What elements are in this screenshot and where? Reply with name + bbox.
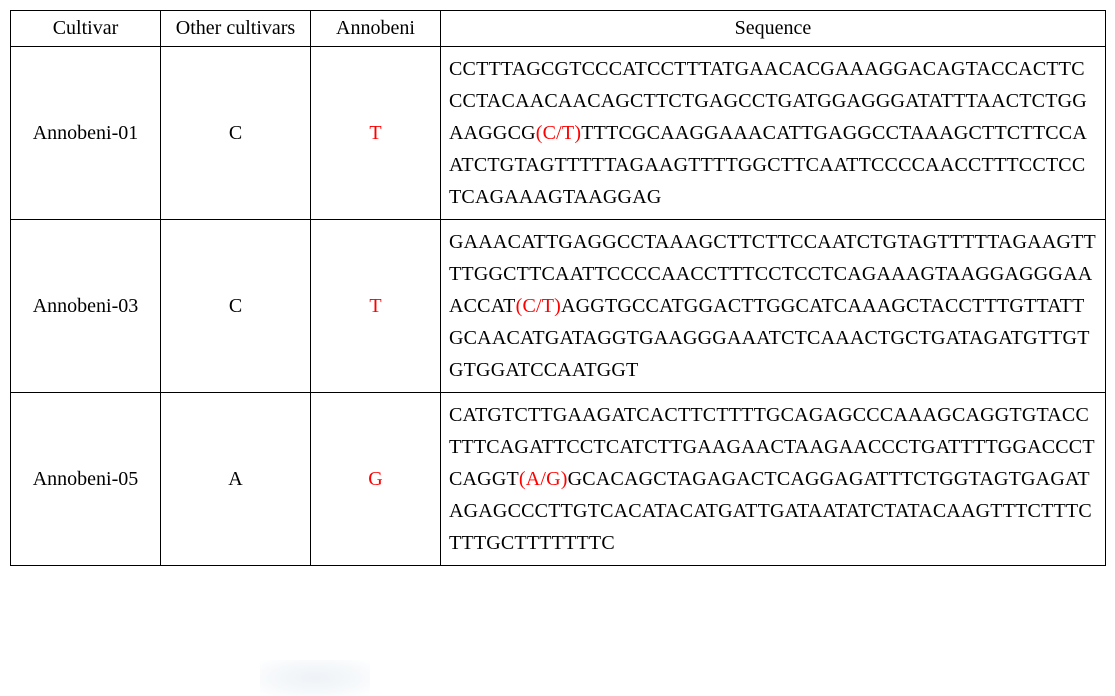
cell-sequence: GAAACATTGAGGCCTAAAGCTTCTTCCAATCTGTAGTTTT…: [441, 220, 1106, 393]
cell-sequence: CCTTTAGCGTCCCATCCTTTATGAACACGAAAGGACAGTA…: [441, 47, 1106, 220]
col-header-annobeni: Annobeni: [311, 11, 441, 47]
cell-cultivar: Annobeni-01: [11, 47, 161, 220]
watermark-smudge: [260, 660, 370, 696]
cell-other-cultivars: C: [161, 220, 311, 393]
cell-cultivar: Annobeni-03: [11, 220, 161, 393]
snp-marker: (C/T): [516, 295, 561, 317]
cell-cultivar: Annobeni-05: [11, 393, 161, 566]
snp-marker: (A/G): [519, 468, 568, 490]
cell-sequence: CATGTCTTGAAGATCACTTCTTTTGCAGAGCCCAAAGCAG…: [441, 393, 1106, 566]
cell-other-cultivars: C: [161, 47, 311, 220]
col-header-sequence: Sequence: [441, 11, 1106, 47]
snp-marker: (C/T): [536, 122, 581, 144]
col-header-cultivar: Cultivar: [11, 11, 161, 47]
cell-other-cultivars: A: [161, 393, 311, 566]
snp-table: Cultivar Other cultivars Annobeni Sequen…: [10, 10, 1106, 566]
cell-annobeni: G: [311, 393, 441, 566]
table-row: Annobeni-01 C T CCTTTAGCGTCCCATCCTTTATGA…: [11, 47, 1106, 220]
table-row: Annobeni-05 A G CATGTCTTGAAGATCACTTCTTTT…: [11, 393, 1106, 566]
col-header-other-cultivars: Other cultivars: [161, 11, 311, 47]
table-row: Annobeni-03 C T GAAACATTGAGGCCTAAAGCTTCT…: [11, 220, 1106, 393]
cell-annobeni: T: [311, 220, 441, 393]
table-header-row: Cultivar Other cultivars Annobeni Sequen…: [11, 11, 1106, 47]
cell-annobeni: T: [311, 47, 441, 220]
